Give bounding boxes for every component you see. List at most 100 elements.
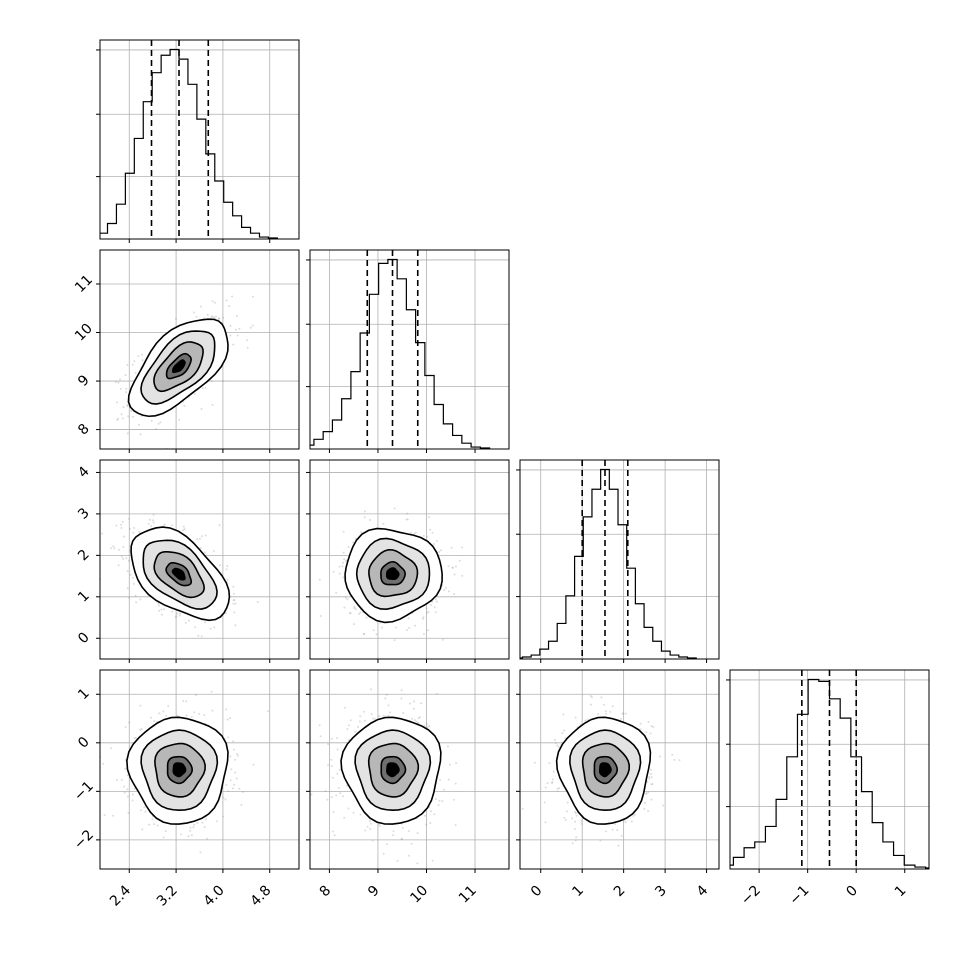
scatter-point <box>234 771 237 774</box>
scatter-point <box>134 737 137 739</box>
y-tick-label: 11 <box>72 272 96 296</box>
scatter-point <box>138 423 140 426</box>
y-tick-label: 4 <box>75 464 93 482</box>
scatter-point <box>164 830 167 833</box>
y-tick-label: 3 <box>75 505 93 523</box>
scatter-point <box>599 839 602 842</box>
scatter-point <box>435 692 438 695</box>
scatter-point <box>430 604 432 606</box>
scatter-point <box>346 598 349 601</box>
scatter-point <box>645 793 648 795</box>
scatter-point <box>128 528 131 530</box>
scatter-point <box>454 565 457 568</box>
scatter-point <box>455 762 458 765</box>
scatter-point <box>330 796 333 799</box>
scatter-point <box>370 822 372 825</box>
scatter-point <box>162 710 165 713</box>
scatter-point <box>348 612 351 614</box>
scatter-point <box>132 582 135 585</box>
scatter-point <box>222 316 225 319</box>
scatter-point <box>400 689 403 692</box>
scatter-point <box>624 712 627 715</box>
scatter-point <box>256 601 259 603</box>
scatter-point <box>564 737 567 740</box>
scatter-point <box>213 626 216 629</box>
scatter-point <box>550 781 553 784</box>
scatter-point <box>408 626 411 629</box>
scatter-point <box>370 713 373 715</box>
x-tick-label: 3 <box>652 883 670 901</box>
scatter-point <box>187 619 190 622</box>
scatter-point <box>185 714 188 717</box>
scatter-point <box>117 381 120 384</box>
scatter-point <box>580 822 583 825</box>
scatter-point <box>423 814 426 817</box>
scatter-point <box>183 528 186 531</box>
scatter-point <box>632 815 635 817</box>
scatter-point <box>421 617 424 620</box>
scatter-point <box>651 783 654 785</box>
scatter-point <box>382 852 385 855</box>
scatter-point <box>229 717 232 720</box>
scatter-point <box>556 790 559 793</box>
scatter-point <box>418 716 421 719</box>
scatter-point <box>206 313 209 316</box>
x-tick-label: 4.8 <box>248 883 275 910</box>
scatter-point <box>112 545 115 548</box>
scatter-point <box>229 334 232 337</box>
scatter-point <box>364 829 367 832</box>
scatter-point <box>410 531 413 534</box>
scatter-point <box>369 688 372 691</box>
scatter-point <box>150 525 153 528</box>
panel-frame <box>519 669 720 870</box>
scatter-point <box>414 531 417 534</box>
scatter-point <box>352 811 355 814</box>
scatter-point <box>147 522 150 525</box>
scatter-point <box>346 784 348 787</box>
scatter-point <box>126 432 129 435</box>
scatter-point <box>400 838 403 841</box>
scatter-point <box>222 815 225 818</box>
scatter-point <box>447 778 450 781</box>
scatter-point <box>434 598 437 601</box>
scatter-point <box>449 763 452 766</box>
scatter-point <box>437 804 440 806</box>
panel-frame <box>309 459 510 660</box>
contour-line-2 <box>140 729 219 811</box>
scatter-point <box>389 711 391 714</box>
scatter-point <box>447 565 450 568</box>
scatter-point <box>232 740 235 743</box>
scatter-point <box>338 768 341 771</box>
scatter-point <box>359 611 362 614</box>
scatter-point <box>360 531 363 534</box>
scatter-point <box>213 316 215 319</box>
scatter-point <box>123 785 125 788</box>
scatter-point <box>117 564 120 567</box>
scatter-point <box>131 415 134 418</box>
x-tick-label: 2.4 <box>107 882 134 909</box>
scatter-point <box>447 745 449 748</box>
scatter-point <box>155 428 157 430</box>
scatter-point <box>124 374 127 377</box>
scatter-point <box>171 610 174 613</box>
scatter-point <box>417 721 420 724</box>
scatter-point <box>435 540 438 542</box>
x-tick-label: 8 <box>317 883 335 901</box>
scatter-point <box>630 820 633 823</box>
scatter-point <box>589 694 592 697</box>
scatter-point <box>204 534 207 537</box>
scatter-point <box>352 541 355 544</box>
scatter-point <box>346 728 349 730</box>
scatter-point <box>439 779 442 781</box>
scatter-point <box>139 729 142 732</box>
scatter-point <box>148 823 151 826</box>
scatter-point <box>236 752 238 755</box>
scatter-point <box>232 748 235 751</box>
y-tick-label: 0 <box>75 734 93 752</box>
scatter-point <box>372 629 375 632</box>
scatter-point <box>349 612 352 615</box>
scatter-point <box>646 780 649 783</box>
scatter-point <box>335 591 338 594</box>
scatter-point <box>267 710 269 713</box>
scatter-point <box>101 532 104 535</box>
